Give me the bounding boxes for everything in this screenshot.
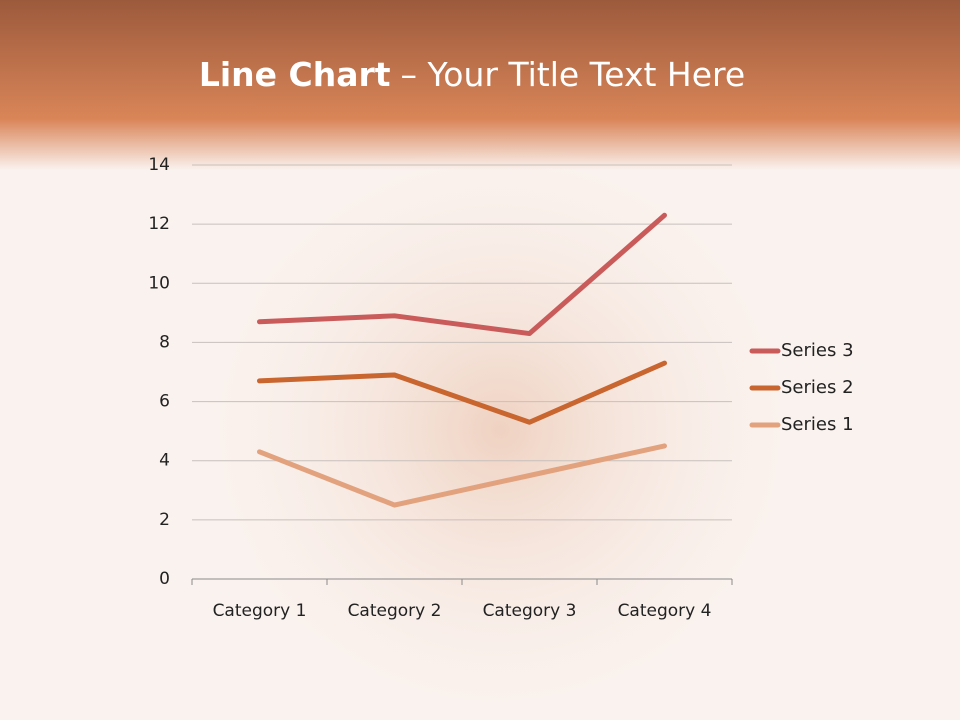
x-tick-label: Category 1 bbox=[213, 601, 307, 621]
series-line bbox=[257, 360, 667, 425]
x-tick-label: Category 4 bbox=[618, 601, 712, 621]
legend-label: Series 3 bbox=[781, 340, 854, 361]
y-tick-label: 0 bbox=[159, 569, 170, 589]
y-tick-label: 10 bbox=[148, 273, 170, 293]
series-line bbox=[257, 443, 667, 508]
y-tick-label: 8 bbox=[159, 332, 170, 352]
chart: 0 2 4 6 8 10 12 14 Category 1 Category 2 Category … bbox=[148, 155, 853, 621]
legend-label: Series 2 bbox=[781, 377, 854, 398]
title-rest: – Your Title Text Here bbox=[401, 55, 746, 94]
y-tick-label: 12 bbox=[148, 214, 170, 234]
series-line bbox=[257, 212, 667, 337]
y-tick-label: 14 bbox=[148, 155, 170, 175]
legend-label: Series 1 bbox=[781, 414, 854, 435]
y-tick-label: 6 bbox=[159, 392, 170, 412]
x-tick-label: Category 3 bbox=[483, 601, 577, 621]
x-tick-label: Category 2 bbox=[348, 601, 442, 621]
y-tick-label: 2 bbox=[159, 510, 170, 530]
bear-image bbox=[200, 140, 800, 720]
slide-title: Line Chart – Your Title Text Here bbox=[199, 55, 745, 94]
title-bold: Line Chart bbox=[199, 55, 391, 94]
y-tick-label: 4 bbox=[159, 451, 170, 471]
